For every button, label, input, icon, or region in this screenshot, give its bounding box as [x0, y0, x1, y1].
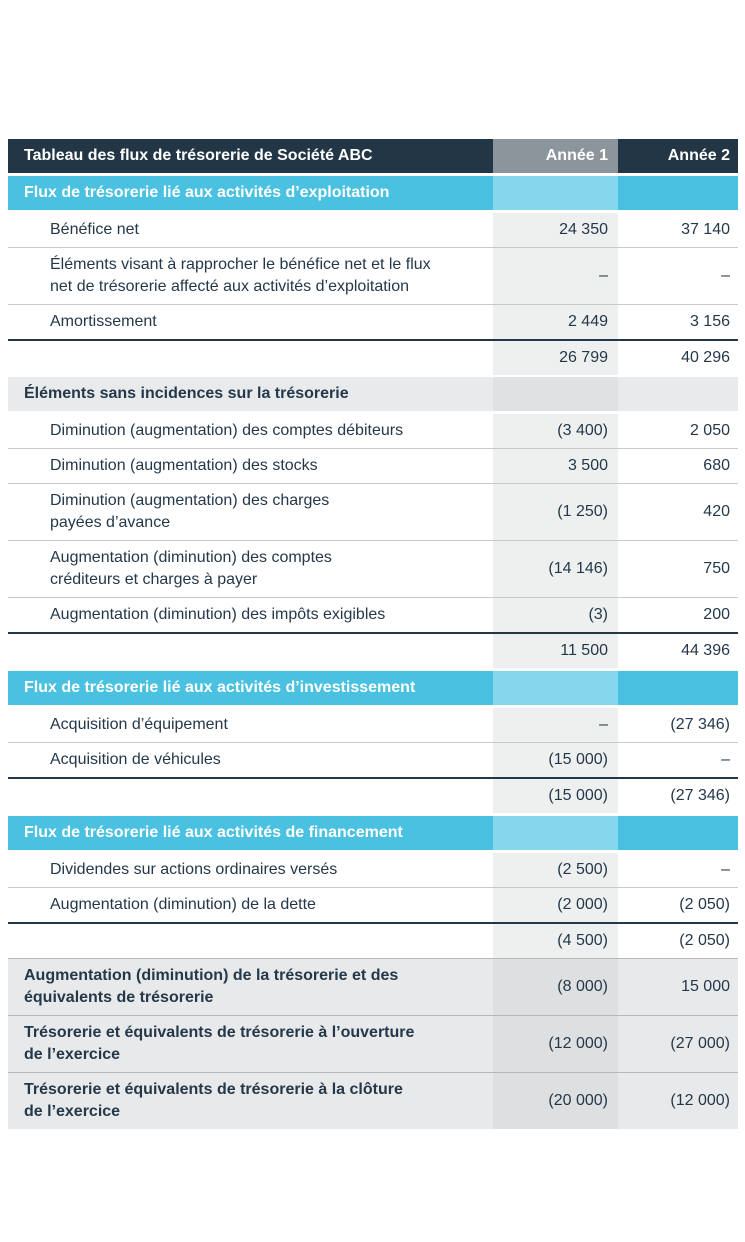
- row-label: Trésorerie et équivalents de trésorerie …: [24, 1024, 415, 1063]
- detail-row: Diminution (augmentation) des stocks 3 50…: [8, 448, 738, 483]
- row-label: Augmentation (diminution) de la trésorer…: [24, 967, 399, 1006]
- year2-value: (2 050): [679, 896, 730, 913]
- year2-value: 15 000: [681, 978, 730, 995]
- summary-row: Augmentation (diminution) de la trésorer…: [8, 958, 738, 1015]
- year2-value: –: [721, 267, 730, 284]
- row-label: Augmentation (diminution) des impôts exi…: [50, 606, 386, 623]
- detail-row: Dividendes sur actions ordinaires versés…: [8, 853, 738, 887]
- column-header-year2: Année 2: [618, 139, 738, 173]
- year1-value: (4 500): [493, 924, 618, 958]
- row-label: [8, 352, 493, 364]
- row-label: Trésorerie et équivalents de trésorerie …: [24, 1081, 403, 1120]
- year1-value: (3 400): [493, 414, 618, 448]
- cash-flow-table: Tableau des flux de trésorerie de Sociét…: [8, 139, 738, 1129]
- year2-value: –: [721, 751, 730, 768]
- year2-value: [618, 176, 738, 210]
- row-label: Flux de trésorerie lié aux activités d’e…: [24, 184, 390, 201]
- year2-value: [618, 816, 738, 850]
- row-label: Augmentation (diminution) de la dette: [50, 896, 316, 913]
- year1-value: (14 146): [493, 541, 618, 597]
- year1-value: (3): [493, 598, 618, 632]
- section-header-row: Flux de trésorerie lié aux activités d’i…: [8, 671, 738, 705]
- total-row: (15 000) (27 346): [8, 777, 738, 813]
- year2-value: 2 050: [689, 422, 730, 439]
- detail-row: Éléments visant à rapprocher le bénéfice…: [8, 247, 738, 304]
- row-label: Dividendes sur actions ordinaires versés: [50, 861, 338, 878]
- year2-value: 37 140: [681, 221, 730, 238]
- total-row: 26 799 40 296: [8, 339, 738, 375]
- detail-row: Augmentation (diminution) de la dette (2 …: [8, 887, 738, 922]
- total-row: (4 500) (2 050): [8, 922, 738, 958]
- detail-row: Acquisition de véhicules (15 000) –: [8, 742, 738, 777]
- year2-value: 3 156: [689, 313, 730, 330]
- year1-value: (20 000): [493, 1073, 618, 1129]
- year1-value: (2 500): [493, 853, 618, 887]
- year1-value: [493, 671, 618, 705]
- row-label: Diminution (augmentation) des charges pa…: [50, 492, 330, 531]
- total-row: 11 500 44 396: [8, 632, 738, 668]
- year1-value: (1 250): [493, 484, 618, 540]
- year2-value: –: [721, 861, 730, 878]
- year1-value: (2 000): [493, 888, 618, 922]
- table-body: Flux de trésorerie lié aux activités d’e…: [8, 176, 738, 1129]
- row-label: Acquisition d’équipement: [50, 716, 228, 733]
- year1-value: (8 000): [493, 959, 618, 1015]
- year2-value: 200: [703, 606, 730, 623]
- year1-value: [493, 377, 618, 411]
- year1-value: (12 000): [493, 1016, 618, 1072]
- year2-value: 750: [703, 560, 730, 577]
- row-label: Amortissement: [50, 313, 157, 330]
- year1-value: 24 350: [493, 213, 618, 247]
- detail-row: Bénéfice net 24 350 37 140: [8, 213, 738, 247]
- year1-value: 26 799: [493, 341, 618, 375]
- year2-value: [618, 671, 738, 705]
- row-label: Acquisition de véhicules: [50, 751, 221, 768]
- row-label: Diminution (augmentation) des stocks: [50, 457, 318, 474]
- table-header-row: Tableau des flux de trésorerie de Sociét…: [8, 139, 738, 173]
- year1-value: (15 000): [493, 779, 618, 813]
- summary-row: Trésorerie et équivalents de trésorerie …: [8, 1072, 738, 1129]
- year2-value: 40 296: [681, 349, 730, 366]
- detail-row: Diminution (augmentation) des charges pa…: [8, 483, 738, 540]
- row-label: [8, 645, 493, 657]
- row-label: [8, 790, 493, 802]
- column-header-year1: Année 1: [493, 139, 618, 173]
- year1-value: 11 500: [493, 634, 618, 668]
- table-title: Tableau des flux de trésorerie de Sociét…: [24, 147, 373, 164]
- year2-value: [618, 377, 738, 411]
- row-label: Bénéfice net: [50, 221, 139, 238]
- detail-row: Amortissement 2 449 3 156: [8, 304, 738, 339]
- row-label: Flux de trésorerie lié aux activités d’i…: [24, 679, 416, 696]
- detail-row: Augmentation (diminution) des impôts exi…: [8, 597, 738, 632]
- year1-value: [493, 816, 618, 850]
- row-label: Éléments sans incidences sur la trésorer…: [24, 385, 349, 402]
- year2-value: (27 346): [670, 787, 730, 804]
- year1-value: [493, 176, 618, 210]
- year2-value: 44 396: [681, 642, 730, 659]
- year2-value: (27 000): [670, 1035, 730, 1052]
- row-label: Diminution (augmentation) des comptes dé…: [50, 422, 404, 439]
- year2-value: 420: [703, 503, 730, 520]
- year2-value: 680: [703, 457, 730, 474]
- year1-value: –: [493, 708, 618, 742]
- row-label: Éléments visant à rapprocher le bénéfice…: [50, 256, 431, 295]
- row-label: [8, 935, 493, 947]
- year1-value: 3 500: [493, 449, 618, 483]
- year1-value: –: [493, 248, 618, 304]
- section-header-row: Éléments sans incidences sur la trésorer…: [8, 377, 738, 411]
- detail-row: Diminution (augmentation) des comptes dé…: [8, 414, 738, 448]
- row-label: Flux de trésorerie lié aux activités de …: [24, 824, 403, 841]
- detail-row: Acquisition d’équipement – (27 346): [8, 708, 738, 742]
- year2-value: (12 000): [670, 1092, 730, 1109]
- year2-value: (27 346): [670, 716, 730, 733]
- year2-value: (2 050): [679, 932, 730, 949]
- detail-row: Augmentation (diminution) des comptes cr…: [8, 540, 738, 597]
- row-label: Augmentation (diminution) des comptes cr…: [50, 549, 332, 588]
- year1-value: (15 000): [493, 743, 618, 777]
- year1-value: 2 449: [493, 305, 618, 339]
- summary-row: Trésorerie et équivalents de trésorerie …: [8, 1015, 738, 1072]
- section-header-row: Flux de trésorerie lié aux activités d’e…: [8, 176, 738, 210]
- section-header-row: Flux de trésorerie lié aux activités de …: [8, 816, 738, 850]
